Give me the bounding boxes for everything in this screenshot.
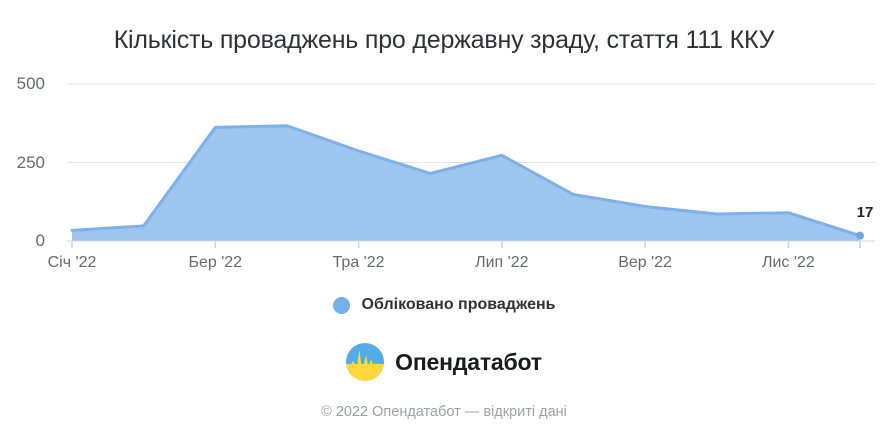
x-axis-label: Лис '22 xyxy=(761,254,815,271)
legend-dot-icon xyxy=(332,296,350,314)
last-value-label: 17 xyxy=(856,203,874,221)
logo-text: Опендатабот xyxy=(395,348,542,375)
footer-copyright: © 2022 Опендатабот — відкриті дані xyxy=(321,404,567,420)
legend-label: Обліковано проваджень xyxy=(361,296,556,313)
area-chart-svg[interactable] xyxy=(0,70,888,285)
opendatabot-logo-icon xyxy=(346,343,385,381)
chart-title: Кількість проваджень про державну зраду,… xyxy=(113,26,775,54)
last-point-dot xyxy=(856,231,864,240)
y-axis-label: 500 xyxy=(16,74,45,93)
legend[interactable]: Обліковано проваджень xyxy=(0,296,888,314)
logo-yellow-pulse xyxy=(346,349,385,381)
x-axis-label: Вер '22 xyxy=(618,254,672,271)
x-axis-label: Тра '22 xyxy=(332,254,385,271)
y-axis-label: 250 xyxy=(16,152,45,172)
y-axis-label: 0 xyxy=(35,231,45,250)
x-axis-label: Лип '22 xyxy=(475,254,529,271)
plot-area: 0 250 500 Січ '22 Бер '22 Тра '22 Лип '22 Вер … xyxy=(0,70,888,285)
opendatabot-logo[interactable]: Опендатабот xyxy=(0,343,888,381)
x-axis-label: Бер '22 xyxy=(188,254,243,271)
area-fill xyxy=(72,125,860,241)
x-axis-label: Січ '22 xyxy=(47,254,97,271)
area-line xyxy=(70,124,862,238)
